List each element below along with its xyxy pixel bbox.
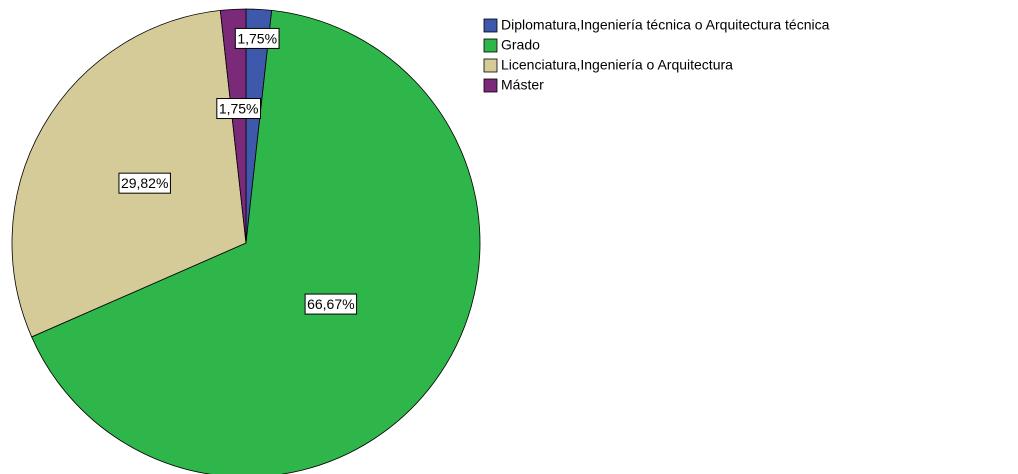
legend-swatch bbox=[483, 58, 498, 73]
pie-slice bbox=[31, 9, 481, 474]
legend-label: Grado bbox=[501, 37, 540, 53]
legend-swatch bbox=[483, 78, 498, 93]
pie-slice bbox=[219, 8, 247, 244]
data-label-box bbox=[304, 293, 358, 315]
data-label-text: 1,75% bbox=[219, 101, 259, 117]
data-label-text: 66,67% bbox=[307, 296, 354, 312]
data-label: 1,75% bbox=[216, 98, 262, 120]
legend-swatch bbox=[483, 18, 498, 33]
legend-label: Licenciatura,Ingeniería o Arquitectura bbox=[501, 57, 733, 73]
data-label-text: 1,75% bbox=[237, 30, 277, 46]
legend-label: Máster bbox=[501, 77, 544, 93]
data-label: 1,75% bbox=[234, 27, 280, 49]
legend-swatch bbox=[483, 38, 498, 53]
data-label-box bbox=[118, 172, 171, 194]
data-label-box bbox=[216, 98, 262, 120]
data-label-box bbox=[234, 27, 280, 49]
data-label: 66,67% bbox=[304, 293, 358, 315]
data-label: 29,82% bbox=[118, 172, 171, 194]
legend-label: Diplomatura,Ingeniería técnica o Arquite… bbox=[501, 17, 830, 33]
data-label-text: 29,82% bbox=[121, 175, 168, 191]
